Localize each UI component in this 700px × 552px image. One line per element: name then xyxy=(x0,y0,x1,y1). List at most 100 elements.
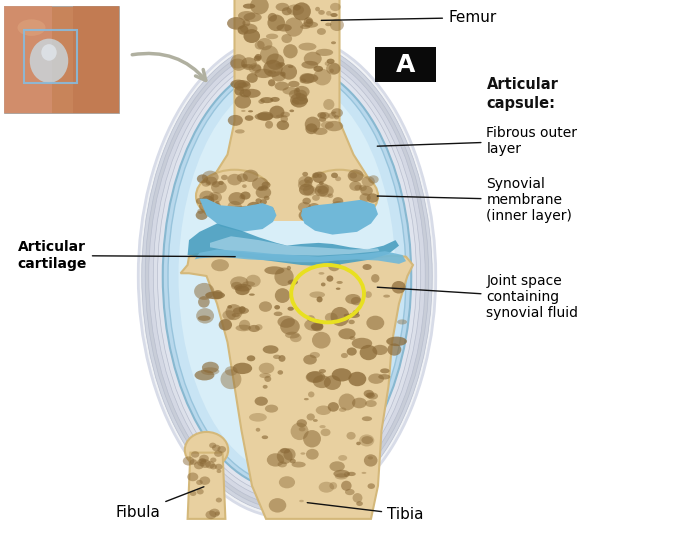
Ellipse shape xyxy=(168,67,406,485)
Ellipse shape xyxy=(228,115,243,126)
Ellipse shape xyxy=(304,52,322,66)
Ellipse shape xyxy=(312,323,323,331)
Ellipse shape xyxy=(311,211,318,216)
Ellipse shape xyxy=(368,176,379,184)
Ellipse shape xyxy=(304,177,313,184)
Ellipse shape xyxy=(223,310,236,320)
Ellipse shape xyxy=(362,206,376,217)
Ellipse shape xyxy=(242,184,246,188)
Ellipse shape xyxy=(308,203,320,212)
Ellipse shape xyxy=(391,281,406,294)
Bar xyxy=(234,185,340,221)
Ellipse shape xyxy=(319,181,323,185)
Ellipse shape xyxy=(300,25,310,29)
Ellipse shape xyxy=(361,472,366,474)
Ellipse shape xyxy=(292,461,306,468)
Ellipse shape xyxy=(30,39,69,83)
Ellipse shape xyxy=(216,469,221,473)
Ellipse shape xyxy=(242,19,251,26)
Bar xyxy=(25,30,77,83)
Bar xyxy=(4,6,52,113)
Ellipse shape xyxy=(325,121,343,131)
Ellipse shape xyxy=(360,186,373,196)
Text: Tibia: Tibia xyxy=(307,503,424,522)
Ellipse shape xyxy=(212,203,221,209)
Polygon shape xyxy=(199,199,276,232)
Ellipse shape xyxy=(313,419,318,422)
Ellipse shape xyxy=(331,201,346,213)
Ellipse shape xyxy=(306,449,318,460)
Ellipse shape xyxy=(321,428,330,436)
Ellipse shape xyxy=(334,115,339,119)
Ellipse shape xyxy=(285,332,300,338)
Ellipse shape xyxy=(306,371,323,383)
Ellipse shape xyxy=(183,457,195,465)
Ellipse shape xyxy=(228,305,232,309)
Ellipse shape xyxy=(262,436,268,439)
Ellipse shape xyxy=(303,211,309,216)
Ellipse shape xyxy=(305,123,318,134)
Ellipse shape xyxy=(329,63,340,75)
Ellipse shape xyxy=(190,491,197,496)
Ellipse shape xyxy=(304,17,314,27)
Ellipse shape xyxy=(363,264,372,270)
Ellipse shape xyxy=(223,208,231,214)
Ellipse shape xyxy=(209,508,220,517)
Ellipse shape xyxy=(199,455,209,462)
Ellipse shape xyxy=(318,369,326,373)
Ellipse shape xyxy=(276,114,284,118)
Ellipse shape xyxy=(289,109,294,112)
Ellipse shape xyxy=(244,210,256,220)
Ellipse shape xyxy=(259,301,272,312)
Ellipse shape xyxy=(228,174,242,185)
Ellipse shape xyxy=(332,203,341,210)
Ellipse shape xyxy=(255,54,262,60)
Ellipse shape xyxy=(196,480,203,485)
Ellipse shape xyxy=(248,325,260,332)
Bar xyxy=(4,6,119,113)
Ellipse shape xyxy=(326,11,332,15)
Ellipse shape xyxy=(344,472,350,477)
Ellipse shape xyxy=(211,259,229,271)
Bar xyxy=(73,6,119,113)
Ellipse shape xyxy=(324,375,341,390)
Ellipse shape xyxy=(345,489,355,495)
Ellipse shape xyxy=(265,376,272,382)
Ellipse shape xyxy=(185,432,228,468)
Ellipse shape xyxy=(312,210,326,220)
Ellipse shape xyxy=(232,363,252,374)
Ellipse shape xyxy=(212,181,220,188)
Ellipse shape xyxy=(335,177,341,181)
Ellipse shape xyxy=(242,81,250,87)
Ellipse shape xyxy=(279,476,295,489)
Text: Articular
capsule:: Articular capsule: xyxy=(486,77,559,110)
Ellipse shape xyxy=(314,66,323,72)
Ellipse shape xyxy=(241,64,248,67)
Ellipse shape xyxy=(339,394,356,411)
Ellipse shape xyxy=(274,305,280,310)
Ellipse shape xyxy=(313,212,323,220)
Ellipse shape xyxy=(276,24,292,31)
Ellipse shape xyxy=(315,7,320,12)
Ellipse shape xyxy=(230,54,247,71)
Ellipse shape xyxy=(280,72,286,76)
Ellipse shape xyxy=(366,316,384,330)
Ellipse shape xyxy=(293,2,311,20)
Ellipse shape xyxy=(331,41,336,44)
Ellipse shape xyxy=(244,13,262,22)
Ellipse shape xyxy=(249,294,255,296)
Ellipse shape xyxy=(331,108,343,118)
Ellipse shape xyxy=(267,14,285,31)
Ellipse shape xyxy=(330,13,337,17)
Ellipse shape xyxy=(246,275,260,287)
Ellipse shape xyxy=(317,112,326,118)
Ellipse shape xyxy=(330,461,345,471)
Ellipse shape xyxy=(202,171,218,184)
Ellipse shape xyxy=(266,34,278,39)
Ellipse shape xyxy=(239,89,251,97)
Ellipse shape xyxy=(299,184,314,195)
Text: Joint space
containing
synovial fluid: Joint space containing synovial fluid xyxy=(377,274,578,320)
Ellipse shape xyxy=(272,71,286,82)
Ellipse shape xyxy=(225,366,237,376)
Ellipse shape xyxy=(252,203,265,213)
